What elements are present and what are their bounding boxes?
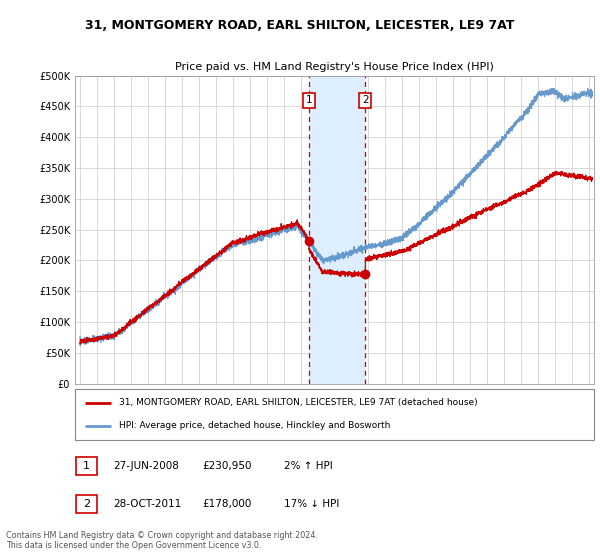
FancyBboxPatch shape [76, 457, 97, 475]
Text: 2% ↑ HPI: 2% ↑ HPI [284, 461, 332, 471]
Text: £230,950: £230,950 [203, 461, 252, 471]
Text: £178,000: £178,000 [203, 499, 252, 509]
Text: 1: 1 [83, 461, 90, 471]
Text: 1: 1 [305, 95, 312, 105]
Text: 28-OCT-2011: 28-OCT-2011 [113, 499, 181, 509]
Text: 17% ↓ HPI: 17% ↓ HPI [284, 499, 339, 509]
Text: Contains HM Land Registry data © Crown copyright and database right 2024.
This d: Contains HM Land Registry data © Crown c… [6, 530, 318, 550]
Text: 2: 2 [362, 95, 368, 105]
FancyBboxPatch shape [76, 495, 97, 513]
Text: 31, MONTGOMERY ROAD, EARL SHILTON, LEICESTER, LE9 7AT (detached house): 31, MONTGOMERY ROAD, EARL SHILTON, LEICE… [119, 398, 478, 407]
Text: 2: 2 [83, 499, 90, 509]
Title: Price paid vs. HM Land Registry's House Price Index (HPI): Price paid vs. HM Land Registry's House … [175, 62, 494, 72]
Text: 31, MONTGOMERY ROAD, EARL SHILTON, LEICESTER, LE9 7AT: 31, MONTGOMERY ROAD, EARL SHILTON, LEICE… [85, 18, 515, 32]
FancyBboxPatch shape [75, 389, 594, 440]
Text: HPI: Average price, detached house, Hinckley and Bosworth: HPI: Average price, detached house, Hinc… [119, 422, 391, 431]
Text: 27-JUN-2008: 27-JUN-2008 [113, 461, 179, 471]
Bar [309, 76, 365, 384]
